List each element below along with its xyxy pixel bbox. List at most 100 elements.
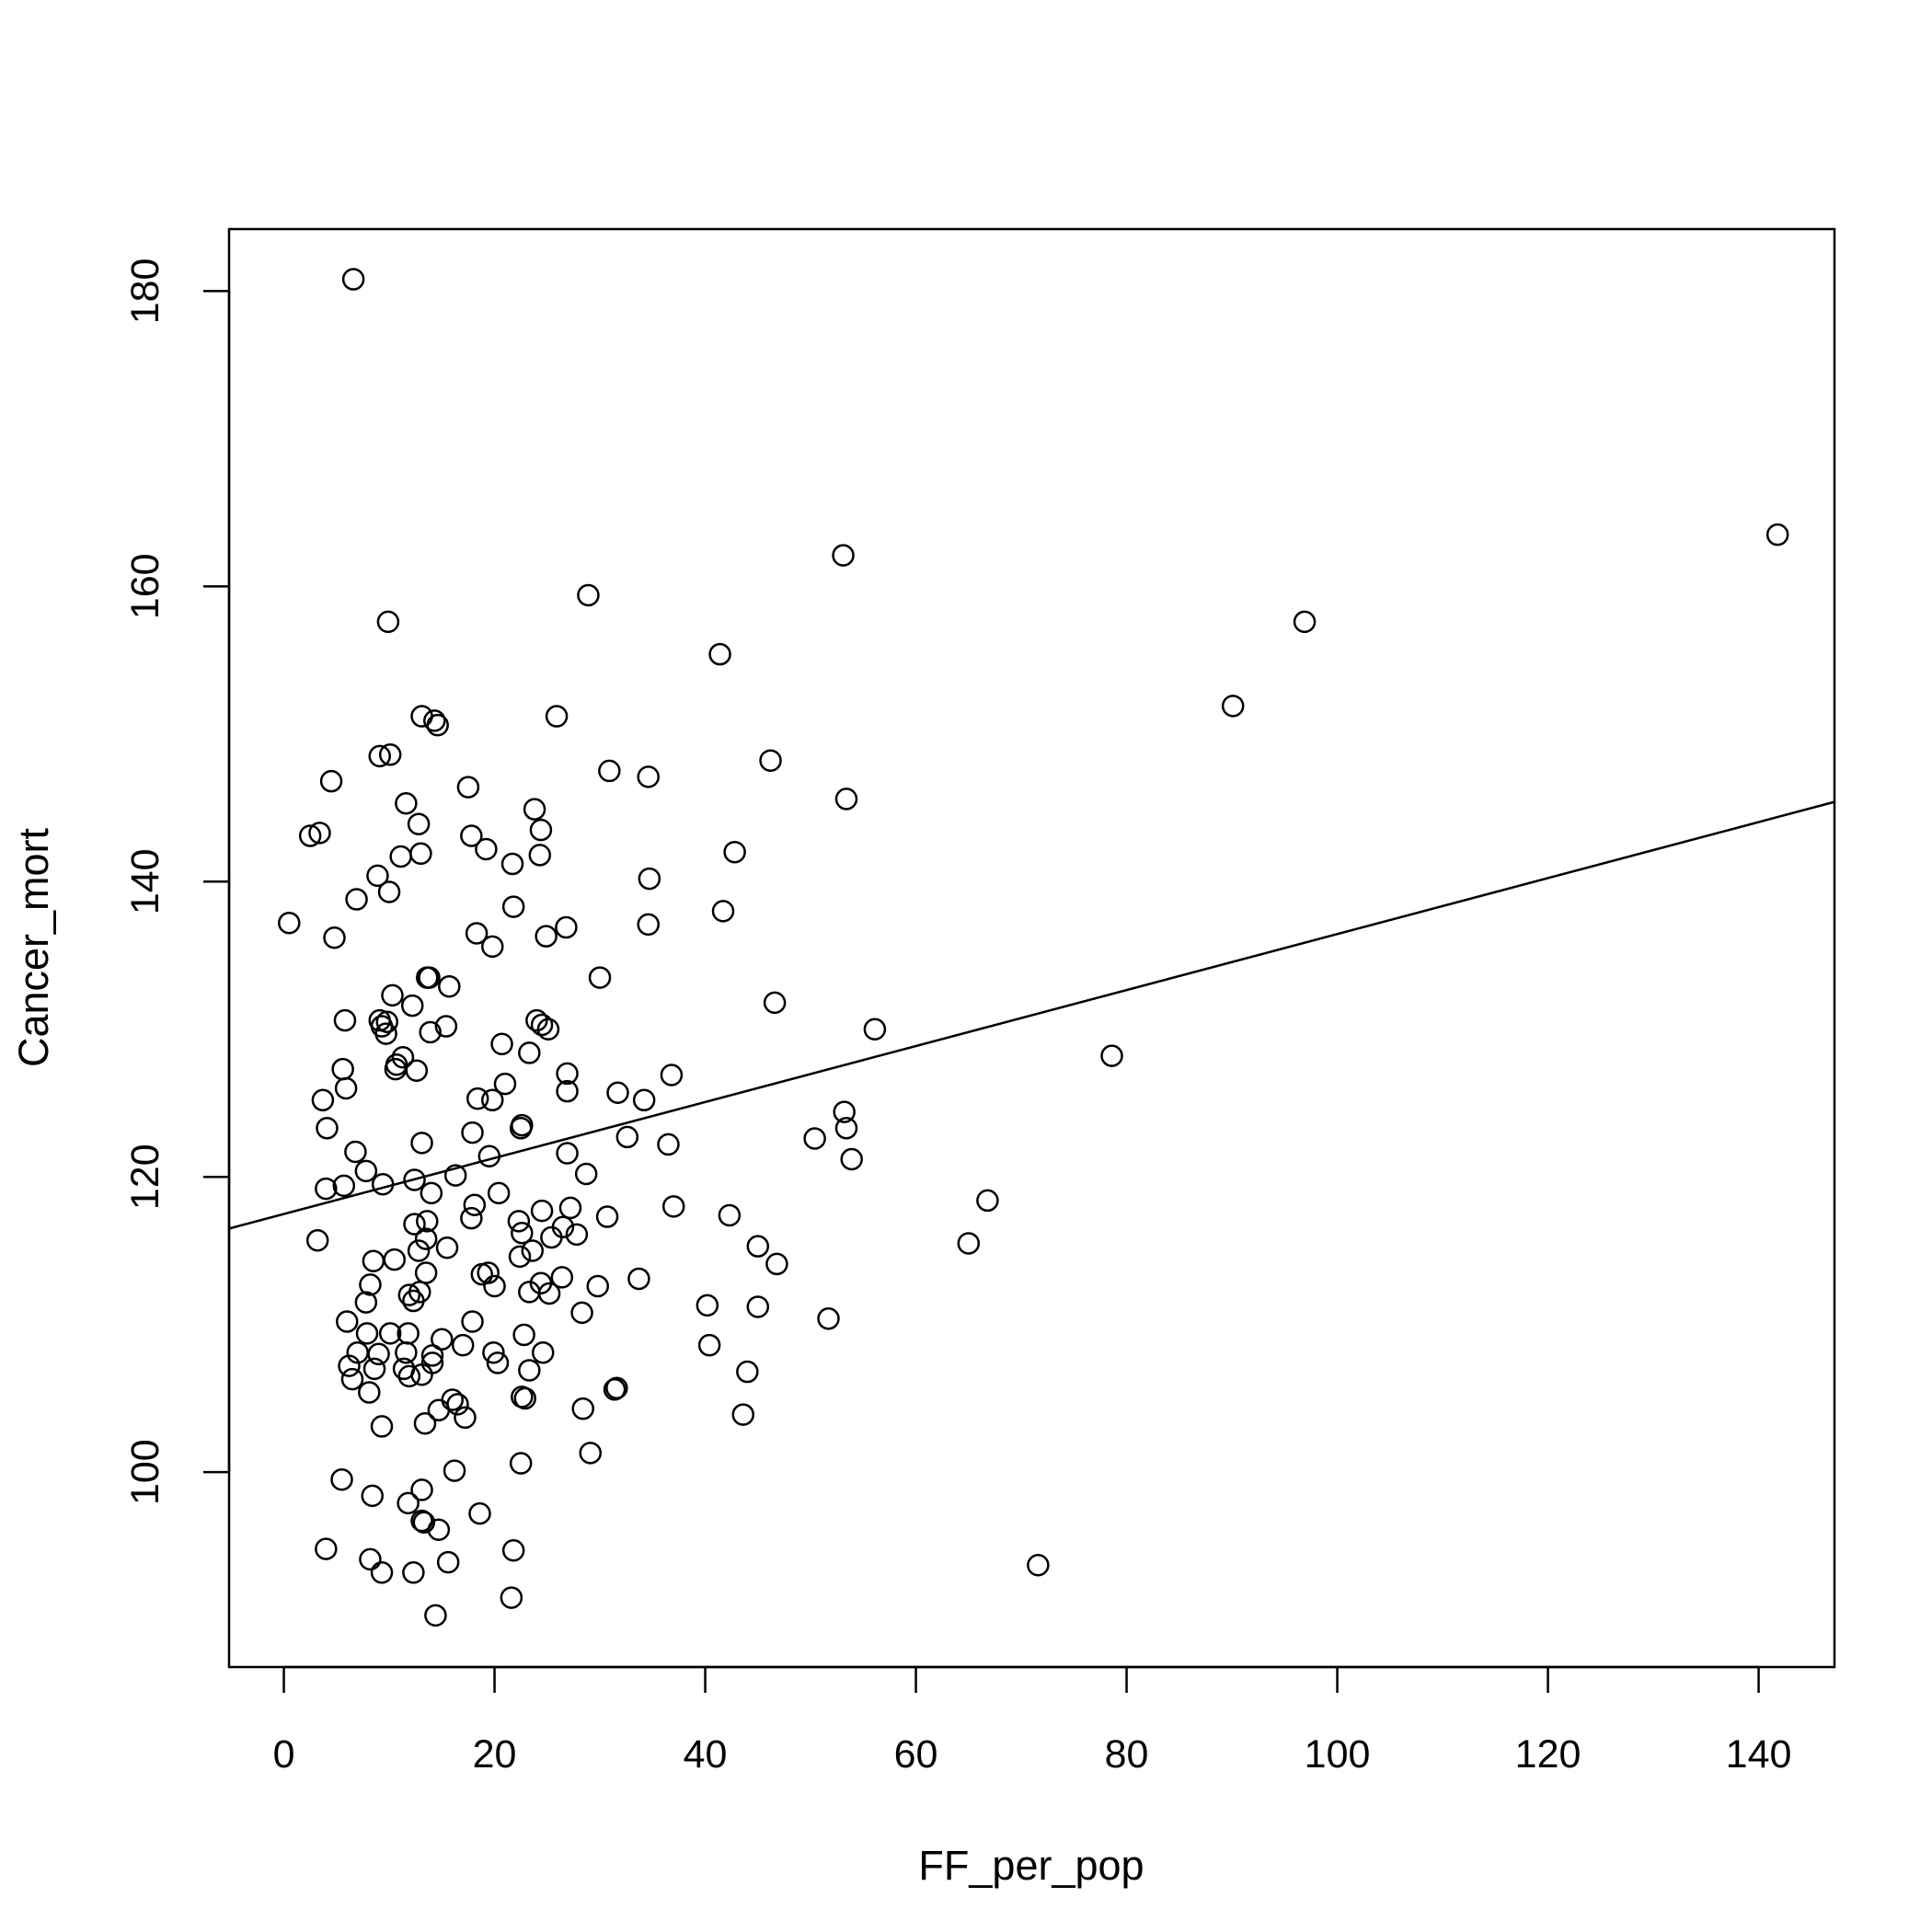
data-point-24 bbox=[298, 824, 322, 847]
data-point-176 bbox=[603, 1378, 627, 1401]
data-point-97 bbox=[443, 1164, 467, 1187]
data-point-22 bbox=[407, 812, 431, 835]
data-point-134 bbox=[550, 1266, 574, 1289]
x-axis: 0 20 40 60 80 100 120 140 bbox=[273, 1665, 1791, 1777]
data-point-58 bbox=[419, 1020, 442, 1044]
data-point-184 bbox=[454, 1406, 477, 1430]
data-point-198 bbox=[427, 1518, 451, 1542]
data-point-39 bbox=[278, 911, 301, 935]
data-point-141 bbox=[397, 1283, 421, 1306]
y-axis-title: Cancer_mort bbox=[10, 827, 57, 1067]
data-point-167 bbox=[486, 1351, 510, 1374]
y-tick-label-3: 160 bbox=[123, 553, 167, 619]
data-point-109 bbox=[530, 1199, 554, 1223]
data-point-26 bbox=[460, 824, 483, 847]
data-point-112 bbox=[460, 1206, 483, 1230]
data-point-33 bbox=[366, 864, 389, 888]
data-point-91 bbox=[657, 1133, 680, 1156]
data-point-156 bbox=[431, 1328, 454, 1351]
data-point-38 bbox=[711, 900, 735, 923]
data-point-139 bbox=[586, 1274, 610, 1298]
data-point-199 bbox=[315, 1537, 338, 1560]
data-point-36 bbox=[345, 888, 368, 911]
data-point-114 bbox=[416, 1210, 439, 1233]
x-tick-label-1: 20 bbox=[473, 1732, 517, 1777]
data-point-115 bbox=[403, 1213, 426, 1236]
data-point-177 bbox=[605, 1376, 628, 1399]
data-point-180 bbox=[441, 1388, 464, 1411]
data-point-174 bbox=[340, 1367, 364, 1391]
data-point-148 bbox=[570, 1301, 593, 1325]
data-point-67 bbox=[391, 1045, 415, 1069]
data-point-119 bbox=[540, 1225, 563, 1249]
data-point-152 bbox=[355, 1322, 379, 1345]
data-point-107 bbox=[661, 1195, 685, 1218]
data-point-170 bbox=[518, 1359, 541, 1382]
data-point-78 bbox=[311, 1088, 335, 1112]
data-point-51 bbox=[400, 994, 424, 1018]
x-tick-label-5: 100 bbox=[1305, 1732, 1371, 1777]
data-point-5 bbox=[376, 610, 400, 634]
data-point-7 bbox=[1221, 695, 1245, 718]
data-point-10 bbox=[426, 713, 449, 737]
data-point-171 bbox=[736, 1360, 759, 1384]
data-point-131 bbox=[414, 1261, 438, 1284]
data-point-3 bbox=[577, 583, 600, 607]
data-point-9 bbox=[423, 709, 446, 732]
x-tick-label-2: 40 bbox=[684, 1732, 728, 1777]
data-point-12 bbox=[368, 744, 391, 768]
y-axis: 100 120 140 160 180 bbox=[123, 259, 231, 1505]
data-point-98 bbox=[574, 1162, 598, 1186]
data-point-147 bbox=[746, 1295, 770, 1318]
data-point-193 bbox=[361, 1484, 384, 1508]
data-point-64 bbox=[490, 1032, 513, 1056]
data-point-29 bbox=[409, 842, 432, 866]
data-point-47 bbox=[418, 966, 441, 989]
data-point-8 bbox=[410, 705, 433, 728]
data-point-27 bbox=[475, 837, 498, 861]
data-point-204 bbox=[370, 1561, 394, 1584]
data-point-93 bbox=[477, 1144, 501, 1168]
data-point-84 bbox=[834, 1117, 858, 1140]
data-point-108 bbox=[558, 1196, 582, 1220]
data-point-203 bbox=[1027, 1554, 1050, 1577]
data-point-52 bbox=[763, 991, 787, 1015]
data-point-34 bbox=[638, 867, 661, 891]
data-point-197 bbox=[412, 1511, 436, 1534]
data-point-162 bbox=[420, 1344, 444, 1367]
data-point-206 bbox=[500, 1586, 523, 1609]
data-point-44 bbox=[535, 925, 558, 948]
data-point-136 bbox=[359, 1273, 382, 1296]
data-point-80 bbox=[481, 1088, 504, 1112]
y-tick-label-0: 100 bbox=[123, 1439, 167, 1505]
data-point-53 bbox=[333, 1008, 357, 1032]
data-point-14 bbox=[759, 749, 782, 772]
data-point-151 bbox=[461, 1310, 484, 1333]
data-point-183 bbox=[571, 1397, 594, 1420]
data-point-23 bbox=[529, 818, 553, 842]
data-point-202 bbox=[436, 1550, 460, 1574]
data-point-145 bbox=[402, 1289, 425, 1313]
data-point-126 bbox=[521, 1239, 545, 1262]
regression-line bbox=[228, 800, 1835, 1230]
x-axis-title: FF_per_pop bbox=[918, 1842, 1144, 1889]
data-point-101 bbox=[332, 1174, 356, 1198]
data-point-62 bbox=[863, 1018, 887, 1041]
data-point-15 bbox=[598, 759, 621, 783]
data-point-61 bbox=[536, 1018, 560, 1041]
data-point-201 bbox=[359, 1547, 382, 1571]
y-tick-label-2: 140 bbox=[123, 848, 167, 914]
data-point-164 bbox=[531, 1340, 555, 1364]
data-point-18 bbox=[456, 776, 480, 799]
data-point-179 bbox=[513, 1386, 536, 1410]
data-point-124 bbox=[435, 1236, 459, 1259]
data-point-11 bbox=[545, 705, 569, 728]
data-point-71 bbox=[405, 1059, 429, 1082]
data-point-149 bbox=[817, 1307, 840, 1330]
data-point-85 bbox=[316, 1117, 339, 1140]
data-point-173 bbox=[410, 1363, 433, 1386]
data-point-137 bbox=[483, 1274, 506, 1298]
data-point-135 bbox=[627, 1267, 650, 1291]
data-point-200 bbox=[501, 1538, 525, 1562]
data-point-74 bbox=[493, 1072, 517, 1096]
